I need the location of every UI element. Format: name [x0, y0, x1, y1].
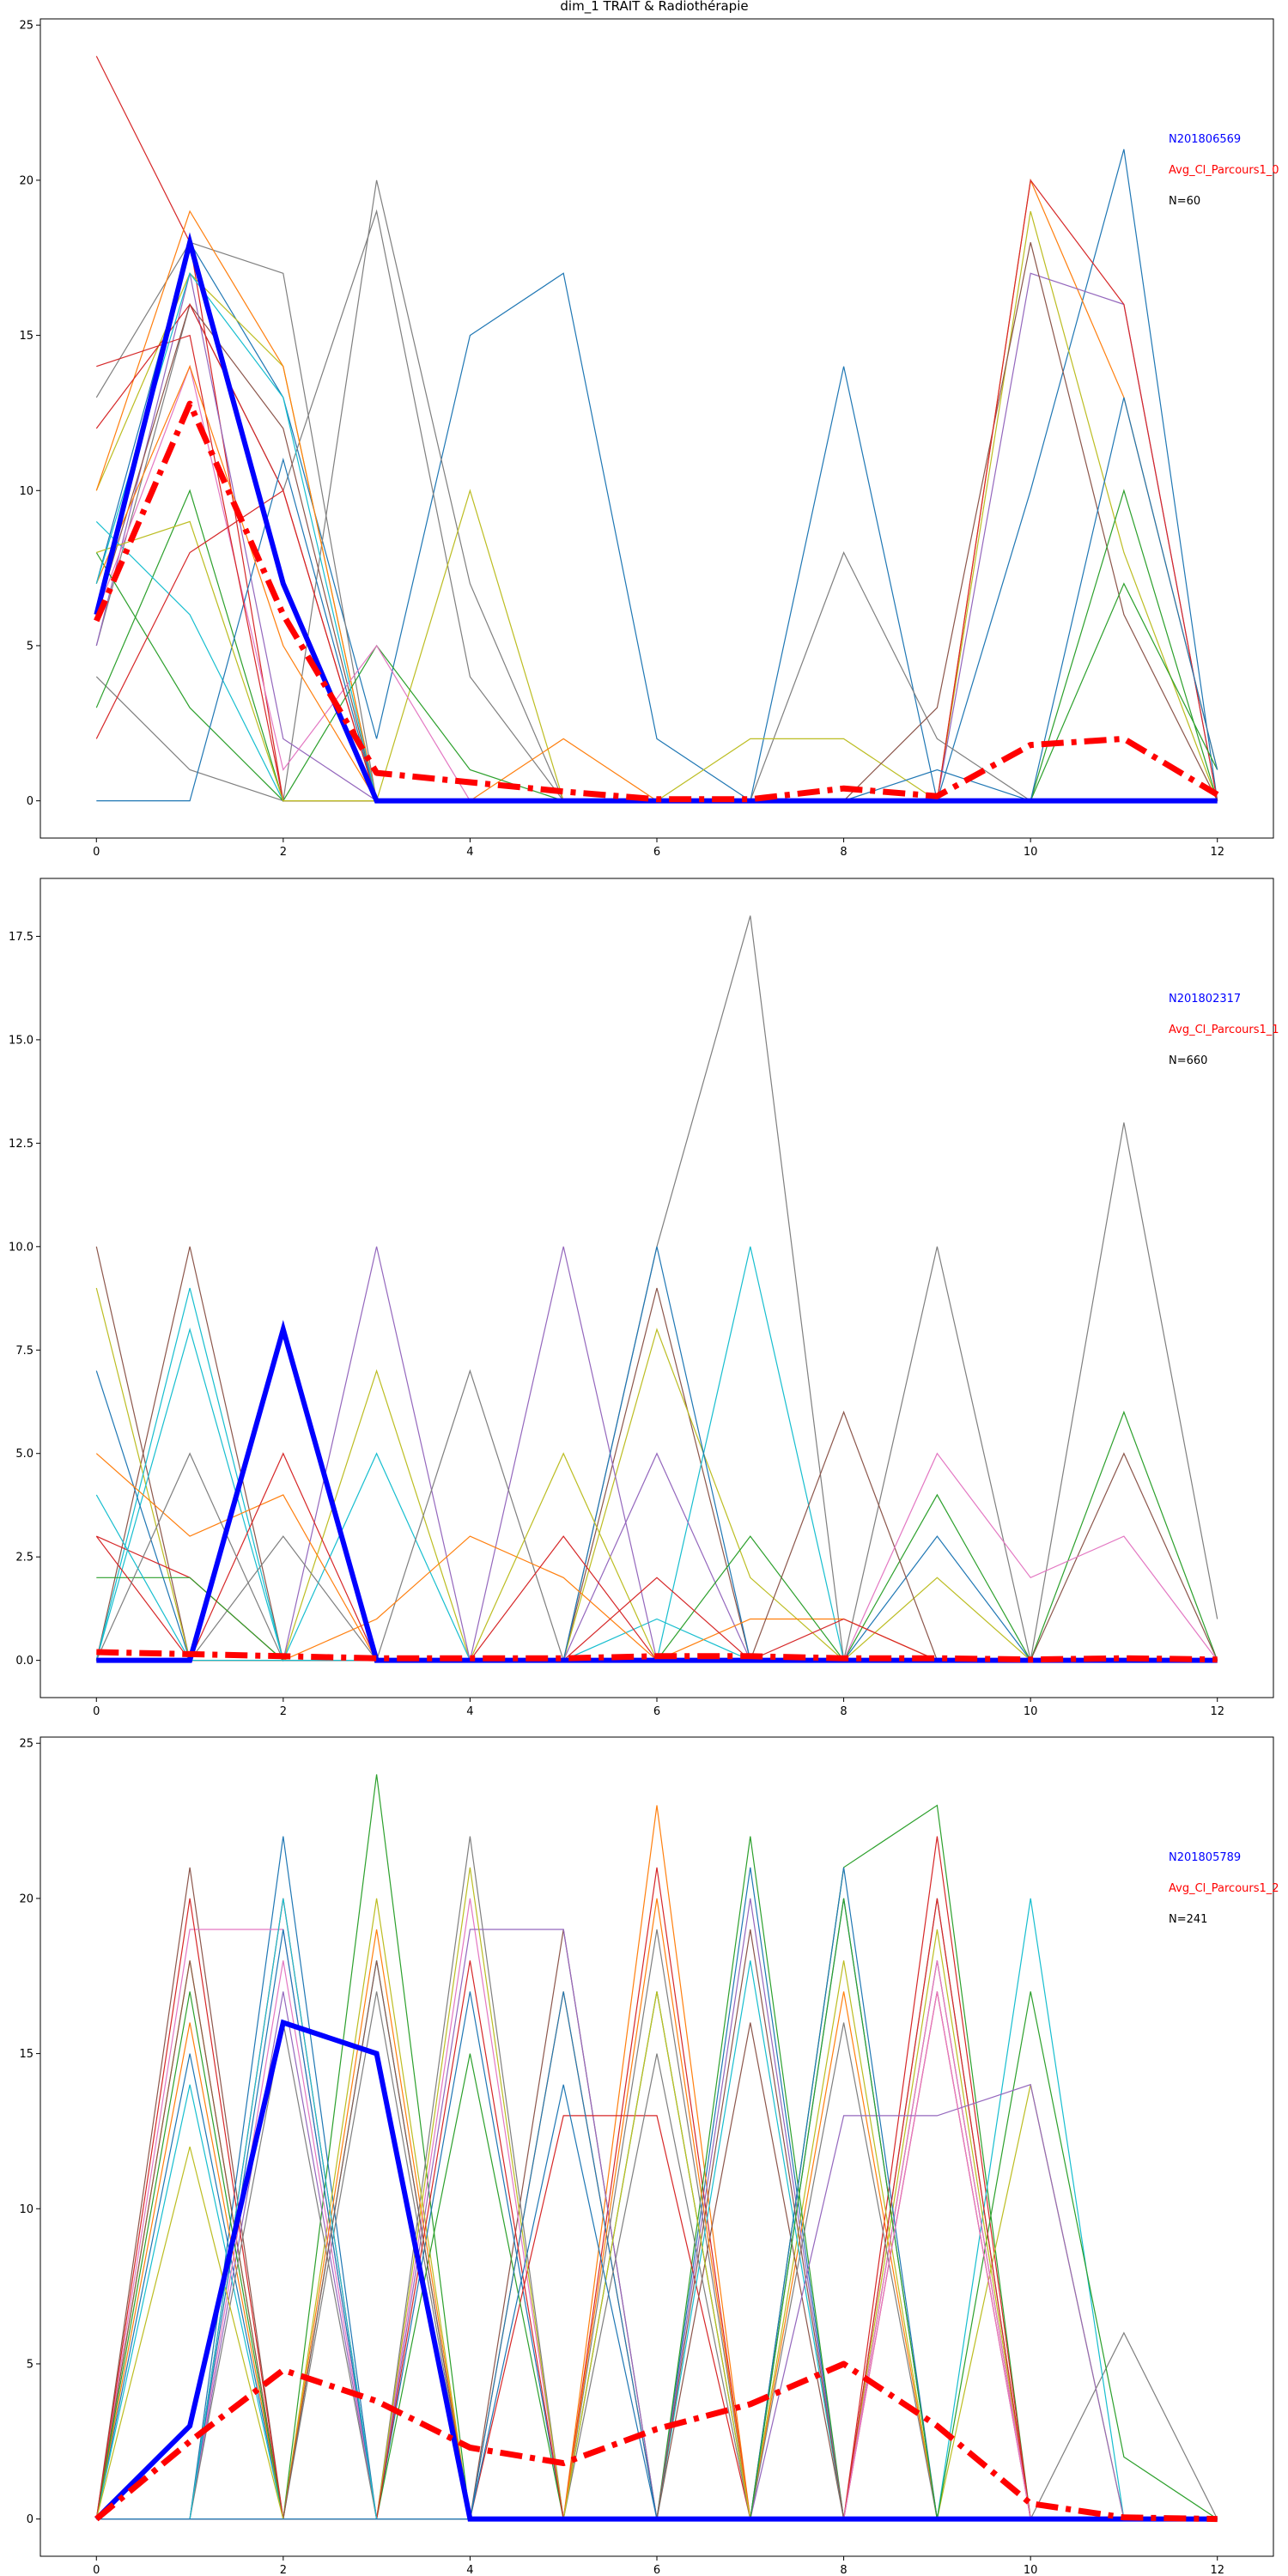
panel-2-series-line-9 [96, 1452, 1218, 1662]
panel-1-y-tick-label: 15 [19, 330, 33, 343]
panel-3-x-tick-label: 2 [280, 2564, 287, 2576]
panel-1-x-tick-label: 10 [1024, 846, 1038, 859]
panel-1-series-line-18 [95, 365, 1218, 802]
panel-1-x-tick-label: 8 [840, 846, 847, 859]
panel-1-average-line [94, 400, 1219, 803]
panel-1-x-tick-label: 6 [653, 846, 660, 859]
panel-2-y-tick-label: 10.0 [9, 1241, 33, 1254]
panel-2-x-tick-label: 8 [840, 1705, 847, 1718]
panel-2-series-line-13 [96, 1410, 1218, 1662]
panel-1-label-id: N201806569 [1169, 133, 1241, 146]
panel-1-y-tick-label: 25 [19, 20, 33, 33]
panel-3-average-line [94, 2360, 1218, 2523]
panel-2-series-line-20 [95, 1452, 1218, 1662]
panel-1-x-tick-label: 2 [280, 846, 287, 859]
panel-2-x-tick-label: 2 [280, 1705, 287, 1718]
panel-2-x-tick-label: 6 [653, 1705, 660, 1718]
panel-2-average-line [96, 1649, 1218, 1663]
panel-2-y-tick-label: 5.0 [15, 1448, 33, 1461]
panel-3-series-line-27 [96, 2083, 1218, 2520]
panel-2-series-line-15 [96, 1452, 1218, 1662]
panel-1-lines [94, 56, 1219, 804]
panel-1-series-line-17 [96, 520, 1218, 802]
panel-2-y-tick-label: 12.5 [9, 1138, 33, 1151]
panel-1: 0 2 4 6 8 10 12 0 5 10 15 20 25 N201806569 Avg_Cl_Pa… [19, 18, 1279, 859]
panel-2: 0 2 4 6 8 10 12 0.0 2.5 5.0 7.5 10.0 12.5 15.0 17.5 N2… [9, 878, 1279, 1718]
panel-1-series-line-12 [95, 364, 1218, 802]
panel-3: 0 2 4 6 8 10 12 0 5 10 15 20 25 N201805789 Avg_Cl_Pa… [19, 1736, 1279, 2576]
panel-3-ticks: 0 2 4 6 8 10 12 0 5 10 15 20 25 [19, 1738, 1224, 2576]
panel-3-lines [94, 1774, 1218, 2523]
panel-3-x-tick-label: 12 [1210, 2564, 1224, 2576]
panel-1-series-line-2 [95, 149, 1218, 802]
panel-2-label-n: N=660 [1169, 1054, 1207, 1067]
panel-3-x-tick-label: 10 [1024, 2564, 1038, 2576]
panel-3-series-line-32 [96, 2084, 1218, 2520]
panel-3-frame [39, 1736, 1274, 2557]
panel-1-label-avg: Avg_Cl_Parcours1_0 [1169, 164, 1279, 177]
panel-3-label-id: N201805789 [1169, 1851, 1241, 1864]
panel-3-x-tick-label: 4 [466, 2564, 473, 2576]
panel-3-label-avg: Avg_Cl_Parcours1_2 [1169, 1882, 1279, 1895]
panel-1-y-tick-label: 5 [27, 640, 33, 653]
panel-2-x-tick-label: 12 [1210, 1705, 1224, 1718]
figure-title: dim_1 TRAIT & Radiothérapie [560, 0, 748, 15]
panel-2-ticks: 0 2 4 6 8 10 12 0.0 2.5 5.0 7.5 10.0 12.5 15.0 17.5 [9, 931, 1224, 1718]
panel-2-series-line-10 [96, 1369, 1218, 1662]
panel-1-frame [39, 18, 1274, 839]
panel-2-y-tick-label: 15.0 [9, 1034, 33, 1047]
panel-1-highlight-line [94, 232, 1218, 804]
panel-1-y-tick-label: 10 [19, 485, 33, 498]
panel-3-y-tick-label: 0 [27, 2513, 33, 2526]
panel-2-series-line-12 [95, 1453, 1218, 1662]
panel-1-x-tick-label: 4 [466, 846, 473, 859]
panel-3-x-tick-label: 0 [93, 2564, 100, 2576]
panel-3-y-tick-label: 25 [19, 1738, 33, 1751]
panel-1-label-n: N=60 [1169, 195, 1200, 208]
panel-2-series-line-5 [95, 1287, 1218, 1662]
panel-2-x-tick-label: 4 [466, 1705, 473, 1718]
panel-3-y-tick-label: 20 [19, 1893, 33, 1905]
panel-1-y-tick-label: 0 [27, 795, 33, 808]
panel-1-ticks: 0 2 4 6 8 10 12 0 5 10 15 20 25 [19, 20, 1224, 859]
panel-3-x-tick-label: 8 [840, 2564, 847, 2576]
panel-2-series-line-14 [96, 1410, 1218, 1662]
panel-3-y-tick-label: 15 [19, 2048, 33, 2061]
panel-2-series-line-18 [96, 1452, 1218, 1662]
panel-2-x-tick-label: 0 [93, 1705, 100, 1718]
panel-3-y-tick-label: 10 [19, 2203, 33, 2216]
panel-2-y-tick-label: 7.5 [15, 1345, 33, 1358]
panel-1-series-line-11 [95, 520, 1218, 802]
panel-2-x-tick-label: 10 [1024, 1705, 1038, 1718]
panel-3-x-tick-label: 6 [653, 2564, 660, 2576]
panel-2-frame [39, 878, 1274, 1698]
panel-1-x-tick-label: 0 [93, 846, 100, 859]
panel-3-y-tick-label: 5 [27, 2358, 33, 2371]
panel-1-x-tick-label: 12 [1210, 846, 1224, 859]
panel-2-series-line-21 [95, 1452, 1218, 1662]
panel-3-highlight-line [94, 2019, 1218, 2522]
panel-2-label-id: N201802317 [1169, 993, 1241, 1005]
panel-3-label-n: N=241 [1169, 1913, 1207, 1926]
panel-2-y-tick-label: 0.0 [15, 1655, 33, 1668]
panel-2-y-tick-label: 2.5 [15, 1552, 33, 1564]
panel-2-label-avg: Avg_Cl_Parcours1_1 [1169, 1024, 1279, 1036]
panel-1-y-tick-label: 20 [19, 174, 33, 187]
panel-2-lines [95, 915, 1218, 1663]
panel-2-y-tick-label: 17.5 [9, 931, 33, 944]
